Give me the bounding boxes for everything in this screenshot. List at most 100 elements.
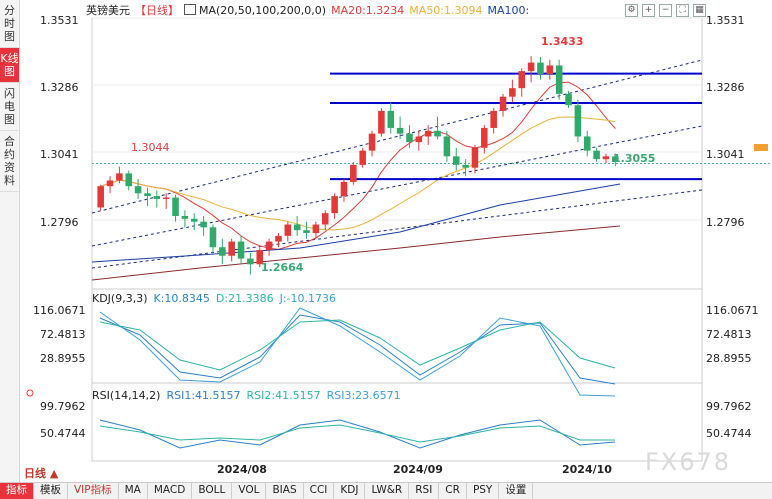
- low-annotation: 1.2664: [261, 261, 304, 274]
- rsi1-value: RSI1:41.5157: [166, 389, 241, 402]
- tab-vip-indicator[interactable]: VIP指标: [68, 483, 119, 499]
- current-price-marker: [754, 144, 768, 151]
- candles: [97, 56, 619, 275]
- kdj-j-line: [99, 307, 616, 397]
- high-annotation: 1.3433: [541, 35, 584, 48]
- ma50-line: [100, 116, 616, 231]
- tab-lwr[interactable]: LW&R: [365, 483, 410, 499]
- candle: [443, 136, 451, 157]
- tab-psy[interactable]: PSY: [467, 483, 500, 499]
- kdj-d: D:21.3386: [215, 292, 274, 305]
- tab-template[interactable]: 模板: [34, 483, 68, 499]
- price-tick-right: 1.2796: [706, 216, 745, 229]
- candle: [162, 197, 170, 199]
- candle: [97, 186, 104, 208]
- ma200-line: [91, 225, 621, 281]
- candle: [462, 164, 469, 168]
- period-tag[interactable]: 【日线】: [135, 4, 179, 17]
- ma100-line: [91, 183, 621, 263]
- candle: [555, 65, 563, 94]
- candle: [228, 241, 235, 256]
- channel-middle: [91, 125, 703, 247]
- candle: [368, 133, 376, 151]
- candle: [181, 215, 189, 219]
- price-tick-left: 1.3531: [40, 14, 79, 27]
- kdj-tick: 116.0671: [706, 304, 759, 317]
- tab-ma[interactable]: MA: [119, 483, 148, 499]
- candle: [415, 136, 423, 143]
- tab-kdj[interactable]: KDJ: [334, 483, 366, 499]
- candle: [144, 193, 151, 197]
- ma20-line: [100, 81, 616, 250]
- date-label: 2024/10: [562, 463, 612, 476]
- tab-settings[interactable]: 设置: [499, 483, 534, 499]
- tab-vol[interactable]: VOL: [232, 483, 267, 499]
- candle: [434, 130, 441, 137]
- rsi-panel: [91, 382, 703, 462]
- period-selector[interactable]: 日线 ▲: [24, 467, 59, 480]
- settings-icon[interactable]: ⚙: [625, 4, 638, 17]
- kdj-d-line: [99, 319, 616, 371]
- tab-cr[interactable]: CR: [439, 483, 467, 499]
- candle: [303, 230, 310, 234]
- tab-indicator[interactable]: 指标: [0, 483, 34, 499]
- kdj-tick: 28.8955: [706, 352, 752, 365]
- tab-bias[interactable]: BIAS: [266, 483, 304, 499]
- tab-rsi[interactable]: RSI: [409, 483, 440, 499]
- price-tick-right: 1.3531: [706, 14, 745, 27]
- rsi-title: RSI(14,14,2): [92, 389, 161, 402]
- price-tick-left: 1.3041: [40, 148, 79, 161]
- candle: [406, 133, 413, 143]
- candle: [219, 247, 226, 256]
- candle: [396, 127, 404, 134]
- zoom-out-icon[interactable]: −: [659, 4, 672, 17]
- ma-settings-icon[interactable]: [184, 4, 196, 15]
- fullscreen-icon[interactable]: ⛶: [676, 4, 689, 17]
- sun-icon[interactable]: [26, 389, 34, 397]
- zoom-in-icon[interactable]: +: [642, 4, 655, 17]
- candle: [134, 186, 142, 194]
- candle: [602, 156, 610, 160]
- tab-kline[interactable]: K线图: [0, 48, 19, 83]
- tab-boll[interactable]: BOLL: [192, 483, 233, 499]
- candle: [359, 150, 366, 165]
- moving-averages: [91, 81, 621, 281]
- candle: [565, 93, 572, 106]
- candle: [321, 213, 329, 225]
- candle: [200, 221, 207, 228]
- candle: [499, 96, 507, 111]
- tab-macd[interactable]: MACD: [148, 483, 193, 499]
- horizontal-levels: [92, 72, 770, 181]
- chart-header: 英镑美元 【日线】 MA(20,50,100,200,0,0) MA20:1.3234…: [86, 2, 534, 17]
- candle: [293, 224, 301, 231]
- candle: [125, 173, 133, 187]
- candle: [237, 241, 245, 259]
- candle: [275, 235, 282, 242]
- channel-upper: [91, 59, 703, 214]
- candle: [583, 136, 591, 151]
- candle: [546, 65, 554, 74]
- candle: [612, 156, 619, 163]
- tab-cci[interactable]: CCI: [304, 483, 335, 499]
- tab-time-share[interactable]: 分时图: [0, 0, 19, 48]
- grid-icon[interactable]: ▦: [693, 4, 706, 17]
- candle: [265, 241, 273, 251]
- candle: [284, 224, 292, 236]
- indicator-bar: 指标 模板 VIP指标 MA MACD BOLL VOL BIAS CCI KD…: [0, 482, 772, 499]
- kdj-title: KDJ(9,3,3): [92, 292, 148, 305]
- tab-contract-info[interactable]: 合约资料: [0, 131, 19, 192]
- tab-flash[interactable]: 闪电图: [0, 83, 19, 131]
- chart-toolbar: ⚙ + − ⛶ ▦: [621, 2, 706, 17]
- candle: [350, 164, 357, 182]
- price-tick-right: 1.3041: [706, 148, 745, 161]
- kline-chart[interactable]: [0, 0, 772, 482]
- rsi-tick: 99.7962: [40, 400, 86, 413]
- candle: [471, 147, 479, 168]
- rsi2-value: RSI2:41.5157: [246, 389, 321, 402]
- candle: [490, 110, 497, 128]
- kdj-tick: 116.0671: [33, 304, 86, 317]
- candle: [153, 196, 161, 199]
- candle: [574, 105, 582, 137]
- price-tick-right: 1.3286: [706, 81, 745, 94]
- ma50-value: MA50:1.3094: [409, 4, 483, 17]
